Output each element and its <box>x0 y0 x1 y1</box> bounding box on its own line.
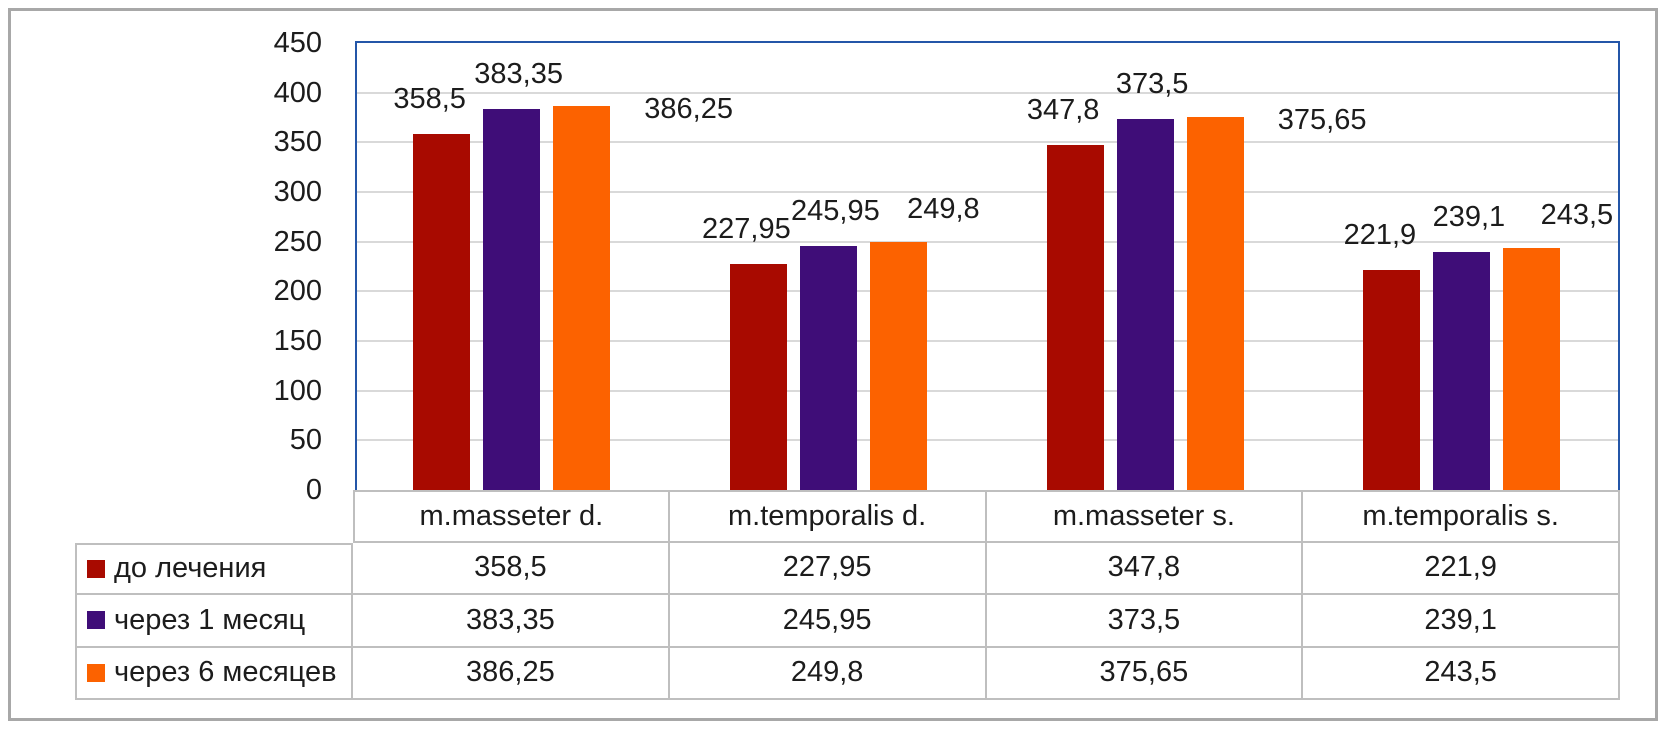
table-value-cell: 227,95 <box>669 542 987 595</box>
legend-swatch <box>87 611 105 630</box>
gridline <box>357 439 1620 442</box>
data-label: 375,65 <box>1277 103 1367 136</box>
y-axis-tick-label: 50 <box>289 424 322 457</box>
table-value-cell: 249,8 <box>669 647 987 700</box>
gridline <box>357 141 1620 144</box>
legend-label: до лечения <box>114 552 267 585</box>
table-corner-cell <box>75 490 353 543</box>
bar-6months <box>869 241 927 490</box>
data-label: 227,95 <box>702 212 791 245</box>
table-value-cell: 373,5 <box>986 595 1304 648</box>
data-label: 358,5 <box>393 82 466 115</box>
table-value-cell: 383,35 <box>353 595 670 648</box>
gridline <box>357 91 1620 94</box>
data-label: 221,9 <box>1343 218 1417 251</box>
y-axis-tick-label: 450 <box>273 27 322 59</box>
y-axis-tick-label: 0 <box>305 474 322 506</box>
legend-cell: до лечения <box>75 542 353 595</box>
gridline <box>357 240 1620 243</box>
category-header-cell: m.temporalis d. <box>669 490 987 543</box>
gridline <box>357 389 1620 392</box>
bar-6months <box>1186 116 1244 490</box>
category-header-cell: m.temporalis s. <box>1303 490 1620 543</box>
data-label: 347,8 <box>1026 93 1100 126</box>
bar-6months <box>1503 248 1561 490</box>
y-axis-tick-label: 400 <box>273 76 322 109</box>
bar-before <box>1363 269 1421 490</box>
y-axis-tick-label: 350 <box>273 126 322 159</box>
bar-1month <box>1433 252 1491 490</box>
bar-1month <box>483 109 541 490</box>
category-header-cell: m.masseter s. <box>986 490 1304 543</box>
data-label: 245,95 <box>791 194 880 227</box>
table-value-cell: 221,9 <box>1303 542 1620 595</box>
gridline <box>357 340 1620 342</box>
table-value-cell: 358,5 <box>353 542 670 595</box>
data-label: 383,35 <box>474 58 563 91</box>
legend-label: через 1 месяц <box>114 603 306 636</box>
plot-area-border <box>355 41 1620 492</box>
data-label: 243,5 <box>1540 199 1614 232</box>
legend-swatch <box>87 663 105 682</box>
table-value-cell: 239,1 <box>1303 595 1620 648</box>
table-value-cell: 243,5 <box>1303 647 1620 700</box>
bar-1month <box>1116 118 1174 490</box>
table-value-cell: 375,65 <box>986 647 1304 700</box>
gridline <box>357 191 1620 193</box>
bar-6months <box>553 106 611 490</box>
bar-before <box>729 263 787 490</box>
data-label: 239,1 <box>1432 201 1506 234</box>
data-label: 373,5 <box>1115 67 1189 100</box>
category-header-cell: m.masseter d. <box>353 490 670 543</box>
bar-before <box>413 133 471 490</box>
legend-cell: через 6 месяцев <box>75 647 353 700</box>
y-axis-tick-label: 100 <box>273 374 322 407</box>
gridline <box>357 290 1620 293</box>
table-value-cell: 347,8 <box>986 542 1304 595</box>
bar-1month <box>799 245 857 490</box>
legend-cell: через 1 месяц <box>75 595 353 648</box>
table-value-cell: 386,25 <box>353 647 670 700</box>
data-label: 386,25 <box>644 93 733 126</box>
y-axis-tick-label: 250 <box>273 225 322 258</box>
data-label: 249,8 <box>907 192 980 225</box>
y-axis-tick-label: 300 <box>273 176 322 208</box>
table-value-cell: 245,95 <box>669 595 987 648</box>
data-table: m.masseter d. m.temporalis d. m.masseter s… <box>75 490 1620 700</box>
y-axis-tick-label: 150 <box>273 325 322 357</box>
bar-before <box>1046 144 1104 490</box>
legend-label: через 6 месяцев <box>114 656 337 689</box>
y-axis-tick-label: 200 <box>273 275 322 308</box>
legend-swatch <box>87 559 105 578</box>
